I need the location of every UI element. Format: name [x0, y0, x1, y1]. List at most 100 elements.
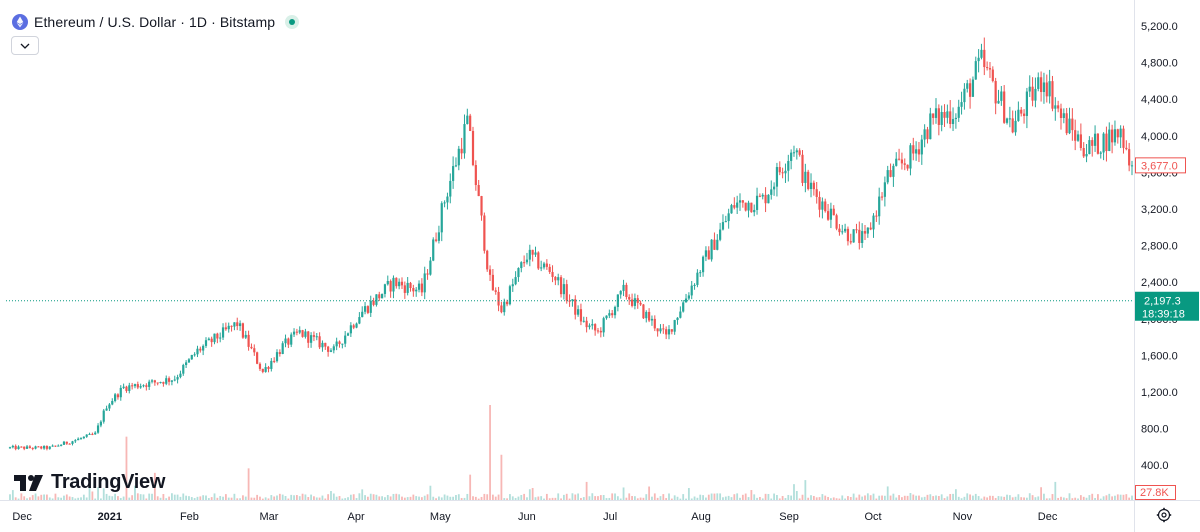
- volume-bar: [392, 493, 395, 500]
- candle-body: [318, 336, 321, 348]
- volume-bar: [974, 493, 977, 500]
- candle-body: [696, 272, 699, 285]
- volume-bar: [185, 495, 188, 500]
- candle-body: [545, 263, 548, 267]
- candle-body: [738, 200, 742, 203]
- candle-body: [60, 444, 63, 446]
- volume-bar: [957, 496, 960, 500]
- candle-body: [420, 283, 423, 293]
- time-tick-label: Dec: [12, 511, 32, 523]
- candle-body: [628, 296, 631, 300]
- volume-bar: [108, 495, 111, 500]
- candle-body: [261, 368, 264, 372]
- volume-bar: [17, 498, 20, 500]
- volume-bar: [142, 494, 145, 500]
- candle-body: [270, 360, 273, 369]
- volume-bar: [560, 498, 562, 500]
- volume-bar: [304, 494, 307, 500]
- tradingview-logo: TradingView: [14, 471, 165, 494]
- candle-body: [525, 259, 529, 263]
- volume-bar: [455, 495, 457, 500]
- volume-bar: [341, 498, 344, 500]
- candle-body: [821, 201, 824, 210]
- candle-body: [1074, 130, 1077, 141]
- volume-bar: [758, 496, 761, 500]
- candle-body: [193, 354, 196, 356]
- candle-body: [241, 323, 245, 338]
- volume-bar: [696, 497, 699, 500]
- volume-bar: [1026, 497, 1028, 500]
- volume-bar: [119, 497, 122, 500]
- volume-bar: [281, 494, 284, 500]
- candle-body: [1031, 86, 1034, 101]
- candle-body: [1022, 113, 1026, 116]
- volume-bar: [628, 493, 631, 500]
- candle-body: [463, 124, 466, 154]
- candle-body: [790, 152, 793, 161]
- candle-body: [196, 348, 199, 355]
- ethereum-icon: [12, 14, 28, 30]
- chart-settings-icon[interactable]: [1156, 507, 1172, 523]
- volume-bar: [1091, 493, 1094, 500]
- volume-bar: [875, 498, 878, 500]
- volume-bar: [173, 494, 176, 500]
- candle-body: [897, 158, 901, 160]
- price-tick-label: 1,600.0: [1141, 350, 1178, 362]
- candle-body: [690, 285, 693, 296]
- volume-bar: [534, 497, 537, 500]
- volume-bar: [954, 489, 957, 500]
- candle-body: [616, 294, 619, 307]
- candle-body: [832, 208, 835, 216]
- chart-header: Ethereum / U.S. Dollar · 1D · Bitstamp: [12, 11, 300, 33]
- candle-body: [477, 185, 480, 197]
- candle-body: [273, 360, 276, 362]
- volume-bar: [1128, 497, 1131, 500]
- candle-body: [758, 195, 761, 197]
- volume-bar: [31, 495, 34, 500]
- volume-bar: [23, 496, 26, 500]
- volume-bar: [926, 494, 929, 500]
- volume-bar: [99, 498, 102, 500]
- volume-bar: [372, 494, 375, 500]
- candle-body: [625, 284, 628, 297]
- candle-body: [307, 331, 310, 343]
- candle-body: [577, 309, 580, 315]
- volume-bar: [364, 495, 366, 500]
- candle-body: [145, 385, 148, 387]
- candle-body: [287, 338, 290, 345]
- volume-bar: [966, 493, 969, 500]
- price-tick-label: 1,200.0: [1141, 387, 1178, 399]
- candle-body: [284, 338, 287, 344]
- candle-body: [986, 67, 989, 69]
- volume-bar: [639, 497, 642, 500]
- candle-body: [381, 293, 384, 299]
- market-status-icon[interactable]: [285, 15, 300, 29]
- volume-bar: [57, 497, 60, 500]
- volume-bar: [188, 496, 190, 500]
- symbol-title[interactable]: Ethereum / U.S. Dollar · 1D · Bitstamp: [34, 14, 276, 30]
- collapse-legend-button[interactable]: [11, 36, 39, 55]
- volume-bar: [74, 498, 77, 500]
- candle-body: [968, 83, 972, 97]
- volume-bar: [665, 498, 668, 500]
- volume-bar: [474, 496, 477, 500]
- volume-bar: [662, 494, 665, 500]
- volume-bar: [1065, 498, 1068, 500]
- candle-body: [335, 341, 338, 347]
- candle-body: [471, 130, 475, 166]
- candle-body: [699, 272, 702, 274]
- volume-bar: [43, 494, 45, 500]
- candle-body: [710, 239, 713, 260]
- volume-bar: [787, 494, 790, 500]
- volume-bar: [224, 494, 227, 500]
- candle-body: [1034, 88, 1037, 101]
- volume-bar: [1122, 494, 1125, 500]
- candle-body: [227, 325, 230, 330]
- candle-body: [352, 325, 355, 328]
- candle-body: [727, 213, 730, 222]
- candle-body: [1071, 118, 1074, 131]
- volume-bar: [793, 484, 795, 500]
- candle-body: [863, 231, 867, 234]
- volume-bar: [898, 495, 900, 500]
